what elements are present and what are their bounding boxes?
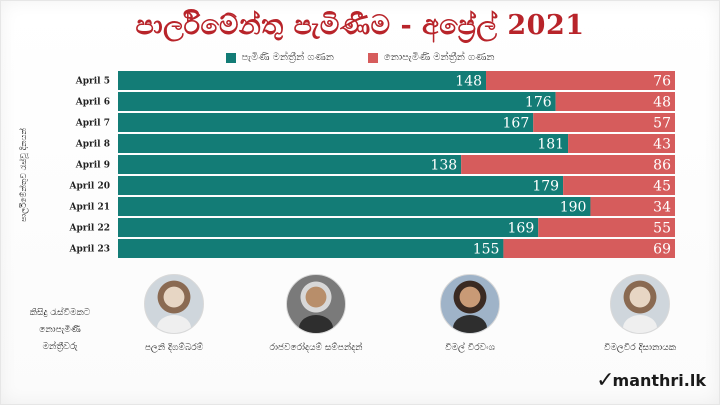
- bar-present: [118, 92, 556, 111]
- absentee-card: පලනි දිගම්බරම්: [104, 274, 244, 353]
- bar-absent: [568, 134, 675, 153]
- bar-present: [118, 71, 487, 90]
- bar-absent: [555, 92, 675, 111]
- category-label: April 6: [75, 98, 110, 108]
- legend-swatch-absent: [367, 52, 378, 63]
- value-label-present: 148: [455, 74, 482, 90]
- absentee-name: රාජවරෝදයම් සම්පන්දන්: [269, 343, 363, 353]
- value-label-present: 155: [473, 242, 500, 258]
- bar-absent: [538, 218, 675, 237]
- category-label: April 20: [68, 182, 110, 192]
- absentee-name: විමල් වීරවංශ: [445, 343, 495, 353]
- bar-present: [118, 134, 569, 153]
- category-label: April 9: [75, 161, 110, 171]
- brand-logo: ✓ manthri.lk: [596, 368, 706, 393]
- value-label-absent: 43: [653, 137, 671, 153]
- absentee-photo: [286, 274, 346, 334]
- category-label: April 22: [68, 224, 110, 234]
- bar-present: [118, 197, 591, 216]
- bar-absent: [590, 197, 675, 216]
- value-label-absent: 45: [653, 179, 671, 195]
- value-label-present: 190: [560, 200, 587, 216]
- absentee-name: පලනි දිගම්බරම්: [144, 343, 204, 353]
- legend-label-present: පැමිණි මන්ත්‍රීන් ගණන: [241, 52, 334, 63]
- absentees-heading: කිසිදු රැස්වීමකට නොපැමිණි මන්ත්‍රීවරු: [10, 305, 110, 356]
- value-label-absent: 48: [653, 95, 671, 111]
- bar-present: [118, 218, 539, 237]
- chart-title: පාර්ලිමේන්තු පැමිණීම - අප්‍රේල් 2021: [135, 10, 585, 41]
- legend-item-present: පැමිණි මන්ත්‍රීන් ගණන: [225, 52, 334, 63]
- chart-legend: පැමිණි මන්ත්‍රීන් ගණන නොපැමිණි මන්ත්‍රීන…: [0, 52, 720, 63]
- value-label-present: 179: [532, 179, 559, 195]
- value-label-absent: 76: [653, 74, 671, 90]
- category-label: April 23: [68, 245, 110, 255]
- value-label-absent: 55: [653, 221, 671, 237]
- absentee-card: විමල් වීරවංශ: [400, 274, 540, 353]
- value-label-absent: 69: [653, 242, 671, 258]
- value-label-absent: 57: [653, 116, 671, 132]
- bar-present: [118, 239, 504, 258]
- absentee-card: රාජවරෝදයම් සම්පන්දන්: [246, 274, 386, 353]
- absentee-photo: [440, 274, 500, 334]
- absentee-card: විමලවීර දිසානායක: [570, 274, 710, 353]
- category-label: April 5: [75, 77, 110, 87]
- checkmark-icon: ✓: [596, 368, 615, 393]
- absentee-photo: [144, 274, 204, 334]
- absentee-name: විමලවීර දිසානායක: [603, 343, 677, 353]
- value-label-present: 169: [508, 221, 535, 237]
- category-label: April 8: [75, 140, 110, 150]
- bar-absent: [461, 155, 675, 174]
- value-label-present: 181: [537, 137, 564, 153]
- bar-absent: [563, 176, 675, 195]
- category-label: April 7: [75, 119, 110, 129]
- bar-present: [118, 176, 564, 195]
- bar-absent: [503, 239, 675, 258]
- absentee-photo: [610, 274, 670, 334]
- value-label-present: 138: [430, 158, 457, 174]
- bar-present: [118, 113, 534, 132]
- bar-present: [118, 155, 462, 174]
- category-label: April 21: [68, 203, 110, 213]
- legend-item-absent: නොපැමිණි මන්ත්‍රීන් ගණන: [367, 52, 495, 63]
- bar-absent: [533, 113, 675, 132]
- value-label-absent: 86: [653, 158, 671, 174]
- legend-label-absent: නොපැමිණි මන්ත්‍රීන් ගණන: [383, 52, 495, 63]
- absentees-heading-line-3: මන්ත්‍රීවරු: [42, 342, 78, 352]
- value-label-present: 167: [503, 116, 530, 132]
- stacked-bar-chart: April 5 148 76 April 6 176 48 April 7 167 57 Apri…: [68, 71, 675, 258]
- bar-absent: [486, 71, 675, 90]
- value-label-absent: 34: [653, 200, 671, 216]
- absentees-heading-line-1: කිසිදු රැස්වීමකට: [29, 308, 91, 318]
- brand-text: manthri.lk: [612, 371, 706, 390]
- value-label-present: 176: [525, 95, 552, 111]
- absentees-heading-line-2: නොපැමිණි: [39, 325, 81, 335]
- legend-swatch-present: [225, 52, 236, 63]
